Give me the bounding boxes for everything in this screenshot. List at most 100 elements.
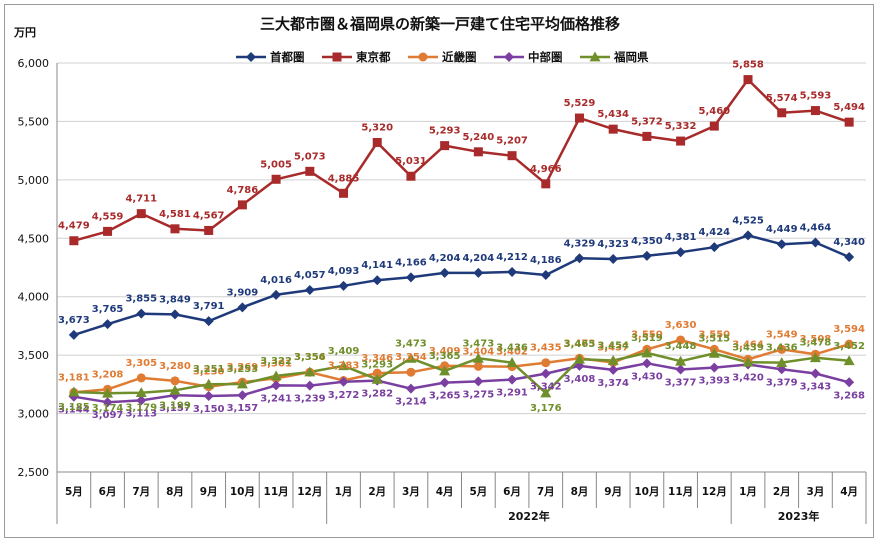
marker-diamond [540,368,551,379]
x-tick-label: 12月 [702,486,727,498]
data-label: 3,293 [361,359,393,370]
data-label: 3,265 [429,391,461,402]
x-tick-label: 9月 [200,486,218,498]
marker-diamond [675,247,686,258]
marker-diamond [203,316,214,327]
data-label: 3,365 [429,351,461,362]
data-label: 3,346 [361,353,393,364]
data-label: 4,966 [530,164,562,175]
data-label: 3,176 [530,403,562,414]
marker-square [237,200,247,210]
data-label: 4,885 [328,173,360,184]
x-tick-label: 8月 [571,486,589,498]
legend-label: 近畿圏 [442,50,477,64]
data-label: 3,855 [125,294,157,305]
marker-diamond [473,376,484,387]
y-tick-label: 4,000 [18,291,50,304]
data-label: 3,420 [732,372,764,383]
data-label: 3,179 [125,403,157,414]
data-label: 3,356 [294,352,326,363]
data-label: 4,340 [833,237,865,248]
marker-square [676,136,686,146]
marker-diamond [641,358,652,369]
data-label: 3,594 [833,324,865,335]
x-tick-label: 5月 [65,486,83,498]
y-axis-ticks: 2,500 3,000 3,500 4,000 4,500 5,000 5,500 6,000 [18,57,50,479]
legend-label: 福岡県 [613,50,649,64]
data-label: 4,424 [698,227,730,238]
data-label: 4,141 [361,260,393,271]
data-label: 5,372 [631,116,663,127]
data-label: 4,711 [125,194,157,205]
y-tick-label: 2,500 [18,466,50,479]
marker-diamond [743,230,754,241]
marker-square [743,75,753,85]
marker-triangle [169,384,181,395]
marker-square [69,236,79,246]
data-label: 3,765 [92,304,124,315]
marker-circle [676,335,686,345]
x-tick-label: 10月 [230,486,255,498]
marker-square [372,137,382,147]
marker-diamond [271,289,282,300]
series-line [73,78,850,242]
data-label: 3,097 [92,410,124,421]
data-label: 3,436 [766,343,798,354]
marker-circle [406,367,416,377]
marker-triangle [589,51,601,62]
data-label: 4,166 [395,257,427,268]
data-label: 3,241 [260,393,292,404]
marker-diamond [372,275,383,286]
data-label: 5,207 [496,136,528,147]
marker-square [170,224,180,234]
marker-square [810,106,820,116]
data-label: 3,283 [328,361,360,372]
x-tick-label: 11月 [264,486,289,498]
data-label: 4,204 [429,253,461,264]
marker-diamond [338,376,349,387]
marker-square [473,147,483,157]
data-label: 3,268 [833,390,865,401]
data-label: 3,379 [766,377,798,388]
data-label: 3,230 [193,367,225,378]
data-label: 3,849 [159,294,191,305]
data-label: 4,449 [766,224,798,235]
data-label: 5,574 [766,93,798,104]
marker-diamond [810,368,821,379]
data-label: 3,322 [260,356,292,367]
data-label: 5,460 [698,106,730,117]
data-label: 3,253 [227,364,259,375]
data-label: 3,354 [395,352,427,363]
data-label: 5,240 [463,132,495,143]
marker-triangle [506,357,518,368]
data-label: 4,057 [294,270,326,281]
marker-triangle [68,386,80,397]
data-label: 3,113 [125,408,157,419]
marker-diamond [844,377,855,388]
marker-triangle [742,356,754,367]
marker-square [339,188,349,198]
data-label: 3,214 [395,397,427,408]
data-label: 5,320 [361,122,393,133]
marker-triangle [708,347,720,358]
marker-triangle [102,387,114,398]
x-tick-label: 5月 [469,486,487,498]
marker-triangle [270,370,282,381]
data-label: 3,272 [328,390,360,401]
marker-square [136,209,146,219]
marker-square [608,124,618,134]
data-label: 5,434 [597,109,629,120]
gridlines [57,62,866,415]
marker-triangle [540,387,552,398]
year-label: 2023年 [778,509,820,523]
data-label: 3,208 [92,369,124,380]
x-tick-label: 2月 [773,486,791,498]
data-label: 3,251 [193,364,225,375]
marker-square [709,121,719,131]
marker-diamond [776,239,787,250]
data-label: 3,402 [496,347,528,358]
data-label: 4,016 [260,275,292,286]
x-tick-label: 1月 [739,486,757,498]
